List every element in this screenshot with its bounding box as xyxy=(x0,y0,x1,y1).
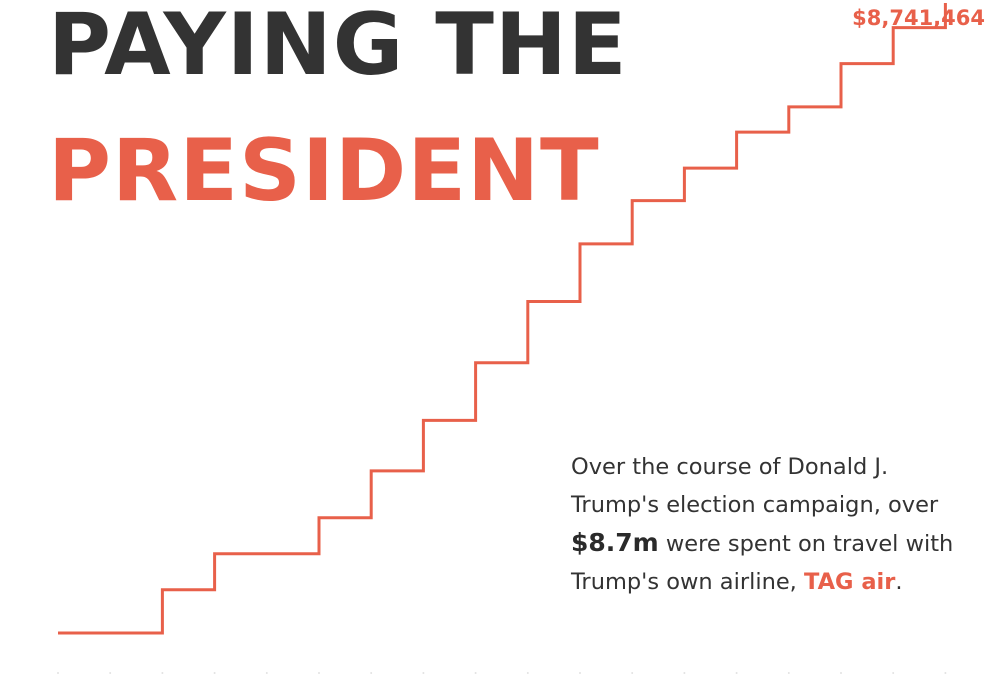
caption-text-3: . xyxy=(895,569,903,595)
baseline-tick xyxy=(840,672,842,674)
baseline-tick xyxy=(579,672,581,674)
baseline-tick xyxy=(631,672,634,674)
caption-amount: $8.7m xyxy=(571,528,659,557)
baseline-tick xyxy=(265,672,268,674)
title-line-2: PRESIDENT xyxy=(48,121,600,221)
series-line xyxy=(58,3,947,635)
caption-text-2: were spent on travel with Trump's own ai… xyxy=(571,531,954,595)
end-value-label: $8,741,464 xyxy=(852,6,985,30)
baseline-tick xyxy=(735,672,738,674)
baseline-tick xyxy=(683,672,686,674)
baseline-tick xyxy=(109,672,112,674)
baseline-tick xyxy=(370,672,373,674)
baseline-tick xyxy=(57,672,59,674)
caption: Over the course of Donald J. Trump's ele… xyxy=(571,448,981,601)
title-line-1: PAYING THE xyxy=(48,0,628,95)
baseline-ticks xyxy=(57,672,947,674)
caption-airline: TAG air xyxy=(804,569,896,595)
baseline-tick xyxy=(422,672,425,674)
baseline-tick xyxy=(526,672,529,674)
baseline-tick xyxy=(213,672,216,674)
baseline-tick xyxy=(787,672,790,674)
caption-text-1: Over the course of Donald J. Trump's ele… xyxy=(571,454,939,518)
baseline-tick xyxy=(318,672,320,674)
baseline-tick xyxy=(892,672,895,674)
baseline-tick xyxy=(944,672,947,674)
baseline-tick xyxy=(161,672,164,674)
baseline-tick xyxy=(474,672,477,674)
